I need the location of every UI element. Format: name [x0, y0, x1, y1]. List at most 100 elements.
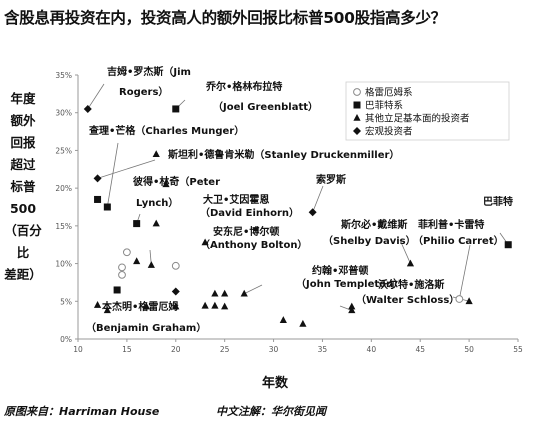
y-axis-label-line: 差距）	[4, 267, 42, 282]
data-point	[279, 316, 287, 323]
x-tick-label: 45	[415, 345, 425, 354]
data-label: 菲利普•卡雷特	[418, 218, 484, 231]
legend-marker	[353, 127, 361, 135]
y-axis-label: 年度 额外 回报 超过 标普 500 （百分比 差距）	[0, 88, 46, 286]
data-point	[240, 289, 248, 297]
annotation-leader-line	[244, 284, 263, 295]
y-axis-label-line: 额外	[10, 113, 36, 128]
legend-marker	[353, 114, 361, 121]
annotation-leader-line	[97, 159, 156, 179]
data-point	[211, 289, 219, 297]
data-label: 斯坦利•德鲁肯米勒（Stanley Druckenmiller）	[168, 148, 399, 161]
data-point	[406, 259, 415, 267]
data-point	[103, 203, 111, 211]
data-label: Rogers）	[119, 85, 168, 98]
data-point	[171, 261, 180, 270]
data-point	[118, 270, 126, 279]
data-point	[465, 297, 473, 305]
data-label: 本杰明•格雷厄姆	[102, 300, 178, 313]
source-note: 原图来自：Harriman House	[4, 405, 160, 418]
data-label: 大卫•艾因霍恩	[203, 193, 269, 206]
x-tick-label: 30	[269, 345, 279, 354]
data-label: 沃尔特•施洛斯	[378, 278, 444, 291]
data-label: 约翰•邓普顿	[312, 264, 368, 277]
x-tick-label: 55	[513, 345, 523, 354]
data-point	[147, 261, 155, 268]
data-label: 斯尔必•戴维斯	[341, 218, 407, 231]
data-label: 彼得•林奇（Peter	[133, 175, 220, 188]
data-label: 安东尼•博尔顿	[213, 225, 279, 238]
x-tick-label: 10	[73, 345, 83, 354]
data-point	[118, 263, 126, 272]
data-point	[152, 150, 160, 157]
y-axis-label-line: 超过	[10, 157, 36, 172]
data-point	[455, 295, 464, 303]
page-title: 含股息再投资在内，投资高人的额外回报比标普500股指高多少？	[4, 9, 446, 27]
y-tick-label: 30%	[55, 109, 72, 118]
data-point	[211, 301, 219, 309]
data-point	[172, 105, 180, 113]
x-tick-label: 25	[220, 345, 230, 354]
legend-label: 格雷厄姆系	[365, 87, 413, 99]
data-point	[221, 302, 229, 310]
y-tick-label: 35%	[55, 71, 72, 80]
y-axis-label-line: 标普	[10, 179, 36, 194]
data-point	[299, 319, 307, 327]
data-label: （Benjamin Graham）	[86, 321, 206, 334]
y-axis-label-line: 500	[9, 201, 37, 216]
annotation-leader-line	[106, 142, 119, 208]
legend-marker	[353, 101, 361, 109]
y-axis-label-line: 回报	[10, 135, 36, 150]
data-point	[221, 289, 229, 297]
data-point	[93, 301, 102, 308]
x-tick-label: 20	[171, 345, 181, 354]
data-label: 乔尔•格林布拉特	[205, 80, 282, 93]
data-point	[133, 257, 141, 265]
data-point	[504, 241, 512, 249]
x-tick-label: 40	[367, 345, 377, 354]
data-label: （Anthony Bolton）	[200, 238, 307, 251]
data-point	[308, 208, 317, 217]
y-tick-label: 5%	[60, 297, 72, 306]
translation-note: 中文注解：华尔街见闻	[216, 405, 326, 418]
y-axis-label-line: 年度	[10, 91, 36, 106]
data-point	[171, 287, 180, 296]
annotation-leader-line	[399, 239, 411, 264]
data-label: 巴菲特	[483, 195, 513, 208]
data-point	[201, 238, 209, 246]
data-label: （Joel Greenblatt）	[213, 100, 318, 113]
data-point	[348, 306, 356, 314]
annotation-leader-line	[458, 244, 471, 300]
y-tick-label: 20%	[55, 184, 72, 193]
data-label: （David Einhorn）	[200, 206, 299, 219]
data-point	[133, 220, 141, 228]
annotation-leader-line	[312, 185, 324, 213]
data-point	[201, 301, 209, 309]
data-point	[172, 302, 180, 310]
data-label: Lynch）	[136, 196, 178, 209]
y-tick-label: 25%	[55, 146, 72, 155]
data-point	[122, 248, 131, 257]
data-label: 吉姆•罗杰斯（Jim	[107, 65, 191, 78]
data-label: （Shelby Davis）	[323, 234, 416, 247]
y-tick-label: 10%	[55, 260, 72, 269]
annotation-leader-line	[87, 83, 105, 110]
data-point	[93, 174, 102, 183]
legend-box	[345, 81, 510, 141]
y-tick-label: 15%	[55, 222, 72, 231]
data-point	[83, 104, 92, 113]
data-label: 索罗斯	[316, 173, 346, 186]
x-tick-label: 50	[464, 345, 474, 354]
data-point	[142, 302, 151, 310]
x-axis-label: 年数	[262, 376, 289, 391]
data-label: （Walter Schloss）	[356, 293, 459, 306]
y-tick-label: 0%	[60, 335, 72, 344]
data-label: （John Templeton）	[296, 277, 403, 290]
x-tick-label: 15	[122, 345, 132, 354]
data-point	[94, 195, 102, 203]
data-point	[113, 286, 121, 294]
data-label: 查理•芒格（Charles Munger）	[88, 124, 244, 137]
data-point	[152, 219, 160, 227]
data-point	[348, 302, 356, 310]
